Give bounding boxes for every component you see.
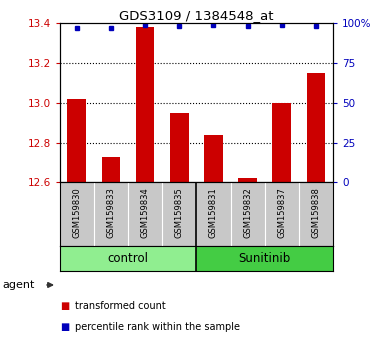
Text: Sunitinib: Sunitinib — [239, 252, 291, 265]
Bar — [238, 178, 257, 182]
Text: GSM159835: GSM159835 — [175, 188, 184, 238]
Bar — [306, 73, 325, 182]
Text: GSM159837: GSM159837 — [277, 188, 286, 238]
Title: GDS3109 / 1384548_at: GDS3109 / 1384548_at — [119, 9, 274, 22]
Text: percentile rank within the sample: percentile rank within the sample — [75, 322, 240, 332]
Text: transformed count: transformed count — [75, 301, 166, 311]
Text: GSM159832: GSM159832 — [243, 188, 252, 238]
Text: agent: agent — [2, 280, 34, 290]
Text: ■: ■ — [60, 301, 69, 311]
Bar — [170, 113, 189, 182]
Text: control: control — [107, 252, 149, 265]
Bar — [136, 27, 154, 182]
Text: GSM159831: GSM159831 — [209, 188, 218, 238]
Bar — [67, 99, 86, 182]
Text: GSM159838: GSM159838 — [311, 188, 320, 238]
Text: GSM159830: GSM159830 — [72, 188, 81, 238]
Text: ■: ■ — [60, 322, 69, 332]
Bar — [272, 103, 291, 182]
Text: GSM159833: GSM159833 — [106, 188, 115, 238]
Bar — [204, 135, 223, 182]
Bar — [102, 156, 121, 182]
Text: GSM159834: GSM159834 — [141, 188, 150, 238]
